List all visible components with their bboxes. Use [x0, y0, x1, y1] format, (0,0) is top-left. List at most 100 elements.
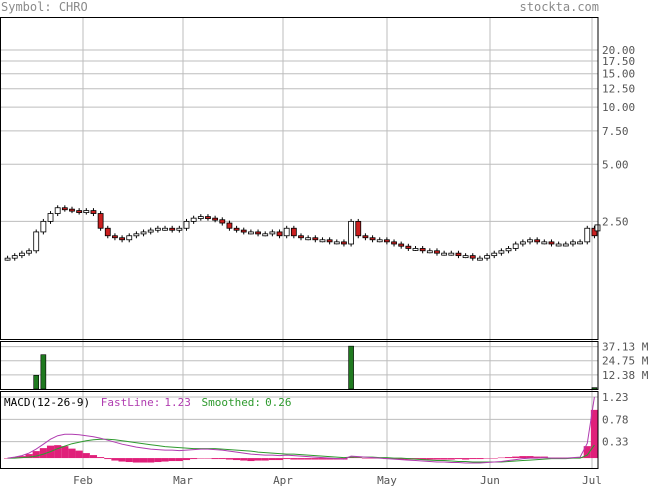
- month-label-may: May: [377, 474, 397, 486]
- candle-body: [577, 241, 584, 245]
- price-tick-label: 5.00: [602, 158, 629, 171]
- candle-body: [269, 231, 276, 235]
- macd-histogram-bar: [25, 454, 33, 459]
- candle-body: [61, 207, 68, 211]
- candle-body: [434, 250, 440, 254]
- price-tick-label: 7.50: [602, 125, 629, 138]
- volume-tick-label: 24.75 M: [602, 355, 649, 368]
- candle-body: [477, 257, 483, 261]
- candle-body: [319, 239, 326, 243]
- macd-histogram-bar: [426, 458, 434, 460]
- macd-histogram-bar: [68, 448, 76, 459]
- candle-body: [133, 233, 140, 237]
- candle-body: [484, 255, 490, 259]
- macd-histogram-bar: [433, 458, 441, 460]
- candle-body: [290, 227, 297, 237]
- candle-body: [419, 248, 426, 252]
- macd-histogram-bar: [462, 458, 470, 460]
- macd-histogram-bar: [368, 458, 377, 459]
- macd-histogram-bar: [497, 457, 505, 459]
- candle-body: [383, 239, 390, 243]
- candle-body: [341, 241, 347, 245]
- candle-body: [47, 213, 54, 222]
- macd-histogram-bar: [304, 458, 312, 460]
- candle-body: [412, 248, 419, 251]
- macd-histogram-bar: [18, 456, 26, 459]
- price-tick-label: 10.00: [602, 101, 635, 114]
- candle-body: [326, 239, 333, 243]
- candle-body: [570, 241, 576, 245]
- macd-histogram-bar: [97, 457, 105, 459]
- macd-histogram-bar: [4, 458, 12, 459]
- macd-histogram-bar: [139, 458, 148, 463]
- candle-body: [298, 235, 304, 239]
- macd-histogram-bar: [125, 458, 133, 463]
- fastline-label: FastLine:: [100, 396, 161, 409]
- candle-body: [519, 241, 526, 245]
- candle-body: [83, 210, 90, 213]
- price-tick-label: 15.00: [602, 68, 635, 81]
- macd-histogram-bar: [118, 458, 126, 462]
- candle-body: [212, 217, 219, 221]
- candle-body: [333, 241, 340, 245]
- candle-body: [97, 213, 104, 229]
- macd-panel-frame: [0, 391, 599, 469]
- volume-bar: [591, 387, 598, 390]
- macd-histogram-bar: [283, 458, 291, 460]
- macd-histogram-bar: [261, 458, 269, 461]
- macd-histogram-bar: [297, 458, 305, 460]
- candle-body: [455, 252, 462, 257]
- smoothed-label: Smoothed:: [201, 396, 262, 409]
- macd-histogram-bar: [54, 445, 62, 459]
- macd-histogram-bar: [590, 409, 598, 459]
- month-label-jun: Jun: [480, 474, 500, 486]
- macd-histogram-bar: [111, 458, 119, 461]
- candle-body: [183, 220, 190, 229]
- macd-tick-label: 0.78: [602, 413, 629, 426]
- candle-body: [355, 220, 362, 237]
- macd-histogram-bar: [454, 458, 463, 460]
- volume-bar: [348, 345, 354, 390]
- candle-body: [33, 231, 40, 252]
- macd-tick-label: 1.23: [602, 391, 629, 404]
- macd-histogram-bar: [132, 458, 140, 463]
- macd-histogram-bar: [504, 457, 513, 459]
- candle-body: [219, 219, 226, 224]
- candle-body: [205, 216, 211, 219]
- macd-histogram-bar: [175, 458, 183, 462]
- candle-body: [262, 233, 269, 237]
- month-label-apr: Apr: [273, 474, 293, 486]
- candle-body: [584, 227, 591, 243]
- macd-histogram-bar: [512, 456, 520, 459]
- macd-histogram-bar: [490, 458, 498, 459]
- macd-histogram-bar: [447, 458, 455, 460]
- candle-body: [441, 252, 448, 256]
- candle-body: [90, 210, 97, 214]
- candle-body: [69, 208, 75, 212]
- candle-body: [226, 222, 233, 229]
- macd-histogram-bar: [361, 458, 369, 459]
- candle-body: [18, 252, 25, 257]
- macd-histogram-bar: [519, 456, 527, 459]
- macd-legend: MACD(12-26-9) FastLine: 1.23 Smoothed: 0.2…: [4, 396, 296, 409]
- macd-histogram-bar: [190, 458, 198, 460]
- macd-fastline: [7, 396, 595, 464]
- macd-histogram-bar: [82, 453, 90, 459]
- macd-histogram-bar: [254, 458, 262, 461]
- candle-body: [362, 235, 369, 239]
- candle-body: [405, 245, 412, 249]
- macd-title: MACD(12-26-9): [4, 396, 91, 409]
- macd-histogram-bar: [147, 458, 155, 463]
- candle-body: [76, 210, 83, 213]
- macd-histogram-bar: [440, 458, 448, 460]
- macd-histogram-bar: [326, 458, 334, 460]
- volume-panel-frame: [0, 341, 599, 390]
- macd-histogram-bar: [268, 458, 276, 461]
- candle-body: [126, 235, 133, 241]
- candle-body: [562, 243, 569, 247]
- macd-histogram-bar: [311, 458, 319, 460]
- macd-histogram-bar: [419, 458, 427, 460]
- macd-histogram-bar: [476, 458, 484, 460]
- macd-histogram-bar: [397, 458, 405, 460]
